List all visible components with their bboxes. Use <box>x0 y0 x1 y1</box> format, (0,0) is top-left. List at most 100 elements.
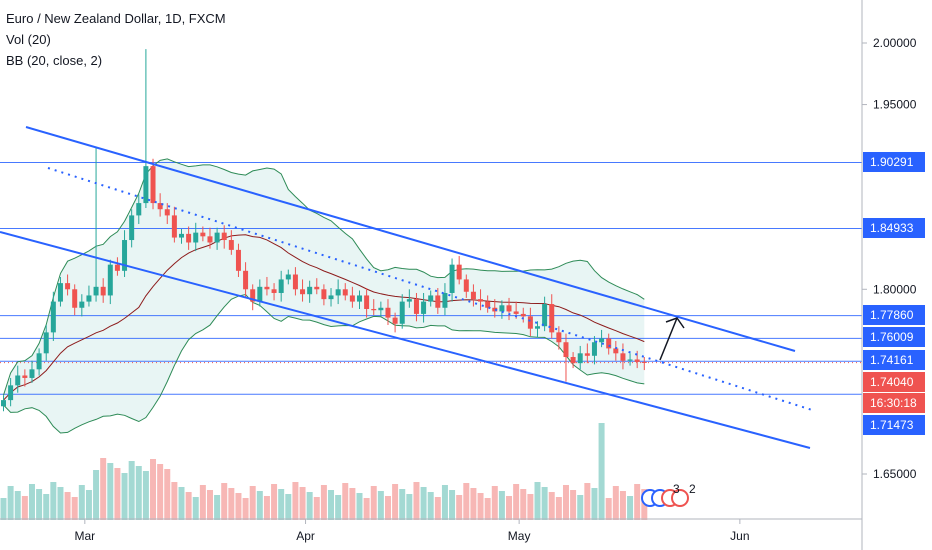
candle-body[interactable] <box>570 357 576 364</box>
candle-body[interactable] <box>613 348 619 354</box>
candle-body[interactable] <box>527 316 533 329</box>
candle-body[interactable] <box>214 232 220 243</box>
candle-body[interactable] <box>478 299 484 302</box>
candle-body[interactable] <box>157 203 163 210</box>
candle-body[interactable] <box>136 203 142 216</box>
candle-body[interactable] <box>641 361 647 363</box>
candle-body[interactable] <box>150 166 156 204</box>
candle-body[interactable] <box>577 353 583 364</box>
candle-body[interactable] <box>250 289 256 302</box>
candle-body[interactable] <box>186 233 192 243</box>
candle-body[interactable] <box>620 353 626 361</box>
level-badge-2-bg[interactable] <box>863 305 925 325</box>
candle-body[interactable] <box>492 307 498 312</box>
level-badge-3-bg[interactable] <box>863 327 925 347</box>
candle-body[interactable] <box>463 279 469 292</box>
candle-body[interactable] <box>399 301 405 324</box>
candle-body[interactable] <box>357 295 362 302</box>
candle-body[interactable] <box>221 232 227 241</box>
candle-body[interactable] <box>606 338 612 349</box>
candle-body[interactable] <box>470 291 476 300</box>
candle-body[interactable] <box>449 264 455 293</box>
candle-body[interactable] <box>485 301 491 308</box>
countdown-badge-bg[interactable] <box>863 393 925 413</box>
candle-body[interactable] <box>257 286 263 302</box>
candle-body[interactable] <box>143 166 149 204</box>
candle-body[interactable] <box>520 313 526 317</box>
candle-body[interactable] <box>442 292 448 308</box>
candle-body[interactable] <box>321 289 327 300</box>
candle-body[interactable] <box>1 400 6 407</box>
candle-body[interactable] <box>243 270 249 290</box>
candle-body[interactable] <box>50 301 56 333</box>
candle-body[interactable] <box>328 295 334 300</box>
candle-body[interactable] <box>542 304 548 327</box>
candle-body[interactable] <box>421 301 427 314</box>
candle-body[interactable] <box>314 286 320 290</box>
level-badge-0-bg[interactable] <box>863 152 925 172</box>
candle-body[interactable] <box>634 359 640 362</box>
candle-body[interactable] <box>235 249 241 271</box>
candle-body[interactable] <box>36 353 42 370</box>
candle-body[interactable] <box>122 240 128 271</box>
candle-body[interactable] <box>72 289 78 308</box>
candle-body[interactable] <box>100 286 106 296</box>
candle-body[interactable] <box>563 342 569 358</box>
candle-body[interactable] <box>8 385 14 401</box>
candle-body[interactable] <box>392 317 398 324</box>
level-badge-5-bg[interactable] <box>863 415 925 435</box>
candle-body[interactable] <box>29 369 35 378</box>
candle-body[interactable] <box>335 289 341 296</box>
candle-body[interactable] <box>93 286 99 296</box>
candle-body[interactable] <box>57 283 63 302</box>
candle-body[interactable] <box>499 305 505 312</box>
candle-body[interactable] <box>506 305 512 312</box>
legend-bb[interactable]: BB (20, close, 2) <box>6 53 103 68</box>
candle-body[interactable] <box>413 299 419 314</box>
candle-body[interactable] <box>435 295 441 308</box>
level-badge-4-bg[interactable] <box>863 350 925 370</box>
candle-body[interactable] <box>15 375 21 386</box>
candle-body[interactable] <box>164 209 170 216</box>
candle-body[interactable] <box>342 289 348 296</box>
candle-body[interactable] <box>456 264 462 280</box>
candle-body[interactable] <box>207 236 213 243</box>
candle-body[interactable] <box>364 295 370 309</box>
candle-body[interactable] <box>385 307 391 318</box>
candle-body[interactable] <box>371 308 377 311</box>
candle-body[interactable] <box>43 332 49 354</box>
candle-body[interactable] <box>200 232 206 237</box>
candle-body[interactable] <box>349 295 355 302</box>
candle-body[interactable] <box>129 215 135 241</box>
candle-body[interactable] <box>271 289 277 293</box>
candle-body[interactable] <box>406 299 412 302</box>
candle-body[interactable] <box>285 274 291 280</box>
candle-body[interactable] <box>86 295 92 302</box>
candle-body[interactable] <box>513 311 519 314</box>
candle-body[interactable] <box>193 232 199 243</box>
legend-volume[interactable]: Vol (20) <box>6 32 51 47</box>
candle-body[interactable] <box>65 283 71 290</box>
arrow-head[interactable] <box>665 317 685 329</box>
candle-body[interactable] <box>171 215 177 238</box>
candle-body[interactable] <box>278 279 284 293</box>
candle-body[interactable] <box>114 264 120 271</box>
candle-body[interactable] <box>107 264 113 296</box>
current-price-badge-bg[interactable] <box>863 372 925 392</box>
candle-body[interactable] <box>228 240 234 250</box>
candle-body[interactable] <box>428 295 434 302</box>
candle-body[interactable] <box>378 307 384 311</box>
candle-body[interactable] <box>584 353 590 356</box>
channel-upper-line[interactable] <box>25 126 796 352</box>
candle-body[interactable] <box>591 342 597 356</box>
arrow-shaft[interactable] <box>659 317 678 361</box>
candle-body[interactable] <box>264 286 270 290</box>
bb-basis-line[interactable] <box>3 234 645 401</box>
candle-body[interactable] <box>79 301 85 308</box>
candle-body[interactable] <box>535 326 540 329</box>
candle-body[interactable] <box>22 375 28 378</box>
candle-body[interactable] <box>179 233 184 238</box>
candle-body[interactable] <box>627 359 633 361</box>
candle-body[interactable] <box>292 274 298 290</box>
